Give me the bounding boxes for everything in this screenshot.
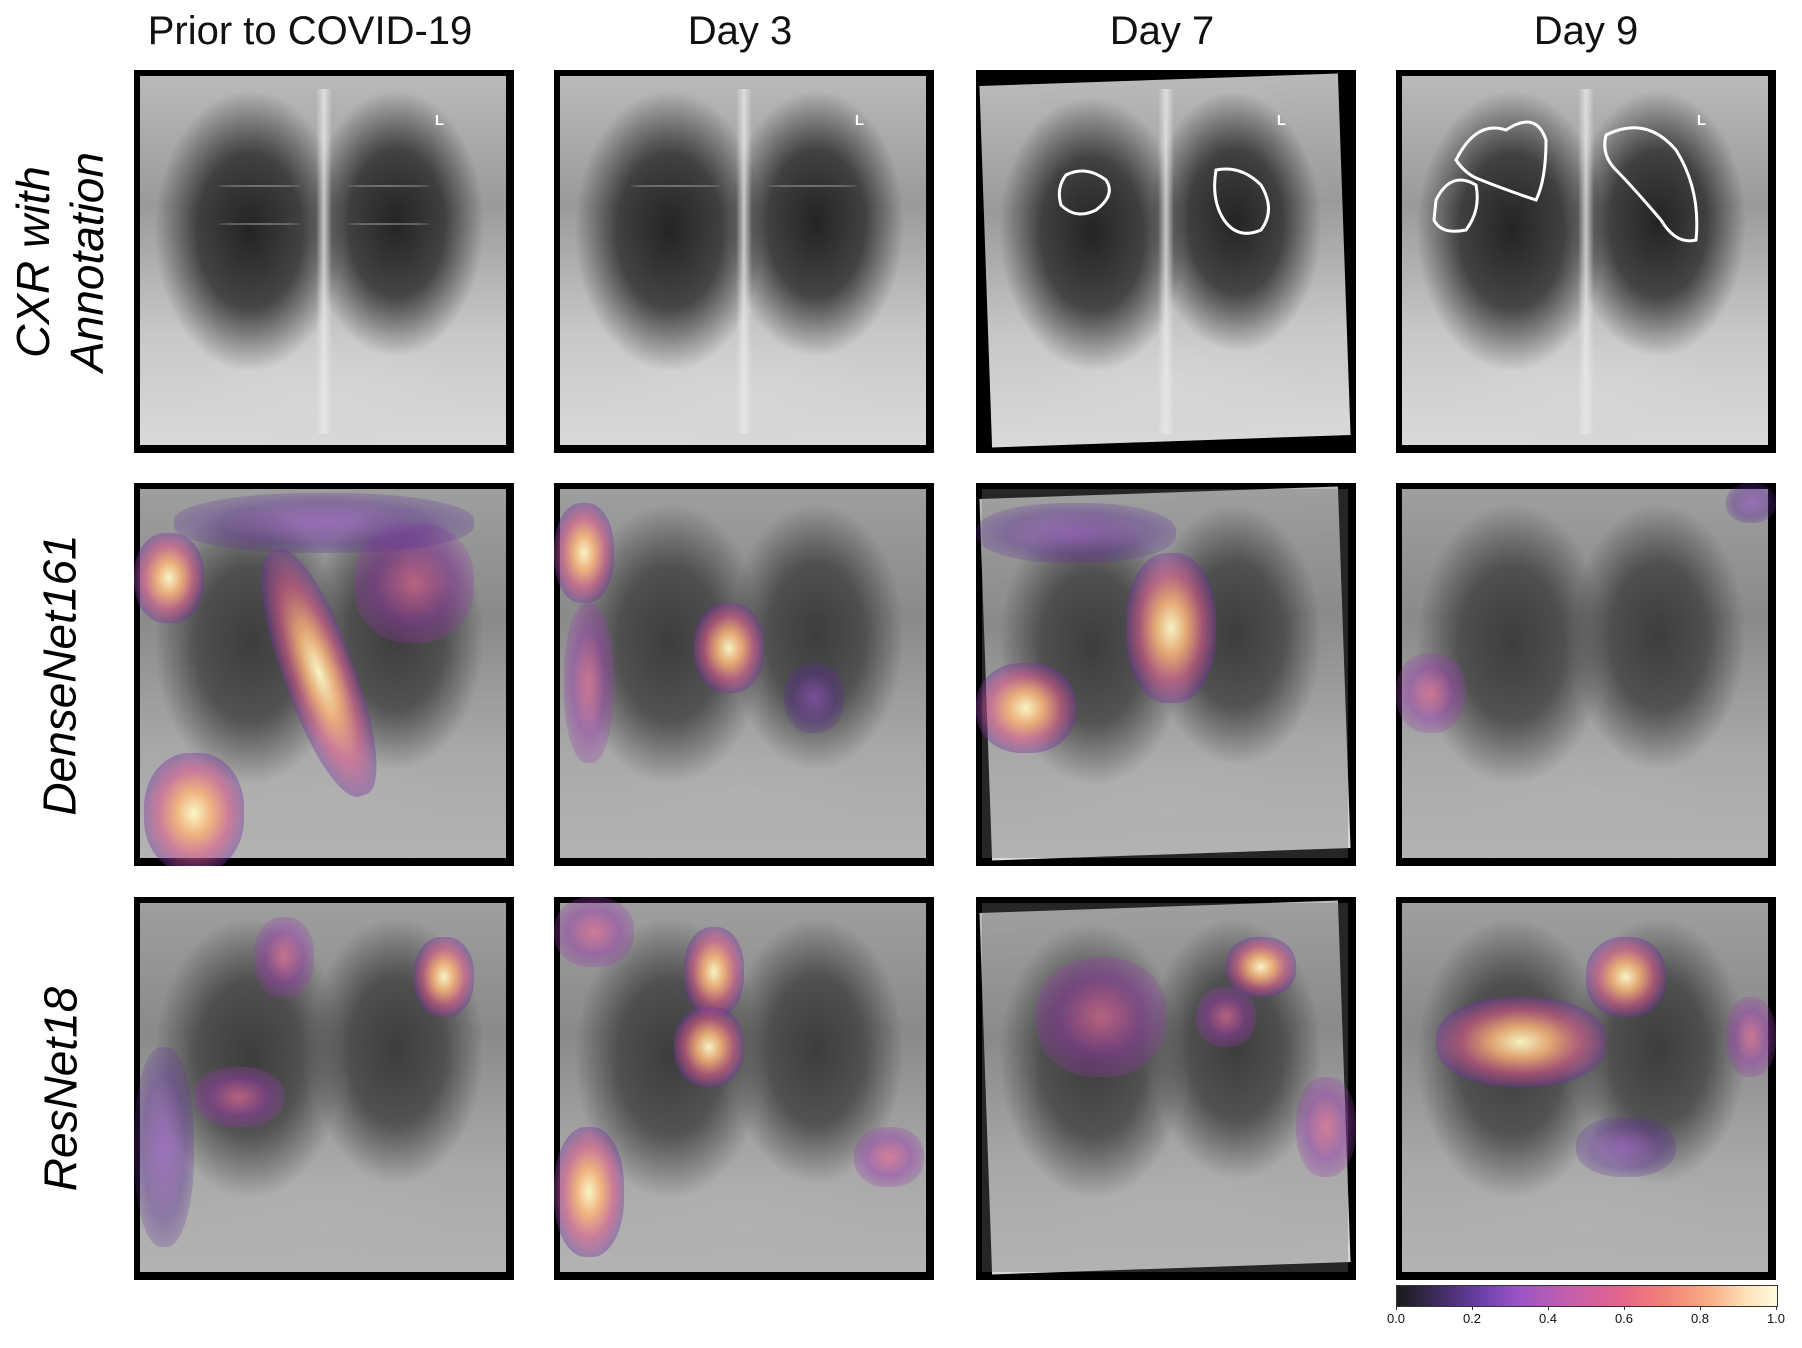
densenet-prior-heatmap xyxy=(134,483,514,866)
colorbar-tick: 0.8 xyxy=(1690,1311,1710,1326)
row-label-resnet18: ResNet18 xyxy=(34,986,86,1191)
cxr-day7-image: L xyxy=(976,70,1356,453)
cxr-day9-image: L xyxy=(1396,70,1776,453)
column-header-day7: Day 7 xyxy=(1109,9,1215,53)
side-marker: L xyxy=(434,112,444,129)
colorbar-tick: 0.0 xyxy=(1386,1311,1406,1326)
resnet-day7-heatmap xyxy=(976,897,1356,1280)
colorbar-tick: 0.4 xyxy=(1538,1311,1558,1326)
row-label-cxr-annotation: CXR with Annotation xyxy=(7,151,113,372)
colorbar-gradient xyxy=(1396,1285,1778,1307)
densenet-day3-heatmap xyxy=(554,483,934,866)
resnet-day9-heatmap xyxy=(1396,897,1776,1280)
lesion-annotation xyxy=(1057,167,1270,235)
side-marker: L xyxy=(1696,112,1706,129)
row-label-densenet161: DenseNet161 xyxy=(34,533,86,816)
side-marker: L xyxy=(854,112,864,129)
resnet-prior-heatmap xyxy=(134,897,514,1280)
column-header-prior: Prior to COVID-19 xyxy=(147,9,473,53)
column-header-day3: Day 3 xyxy=(687,9,793,53)
colorbar-tick: 0.6 xyxy=(1614,1311,1634,1326)
cxr-day3-image: L xyxy=(554,70,934,453)
colorbar-tick: 1.0 xyxy=(1766,1311,1786,1326)
lesion-annotation xyxy=(1432,120,1699,243)
colorbar-tick: 0.2 xyxy=(1462,1311,1482,1326)
densenet-day7-heatmap xyxy=(976,483,1356,866)
cxr-prior-image: L xyxy=(134,70,514,453)
densenet-day9-heatmap xyxy=(1396,483,1776,866)
side-marker: L xyxy=(1276,112,1286,129)
resnet-day3-heatmap xyxy=(554,897,934,1280)
column-header-day9: Day 9 xyxy=(1533,9,1639,53)
